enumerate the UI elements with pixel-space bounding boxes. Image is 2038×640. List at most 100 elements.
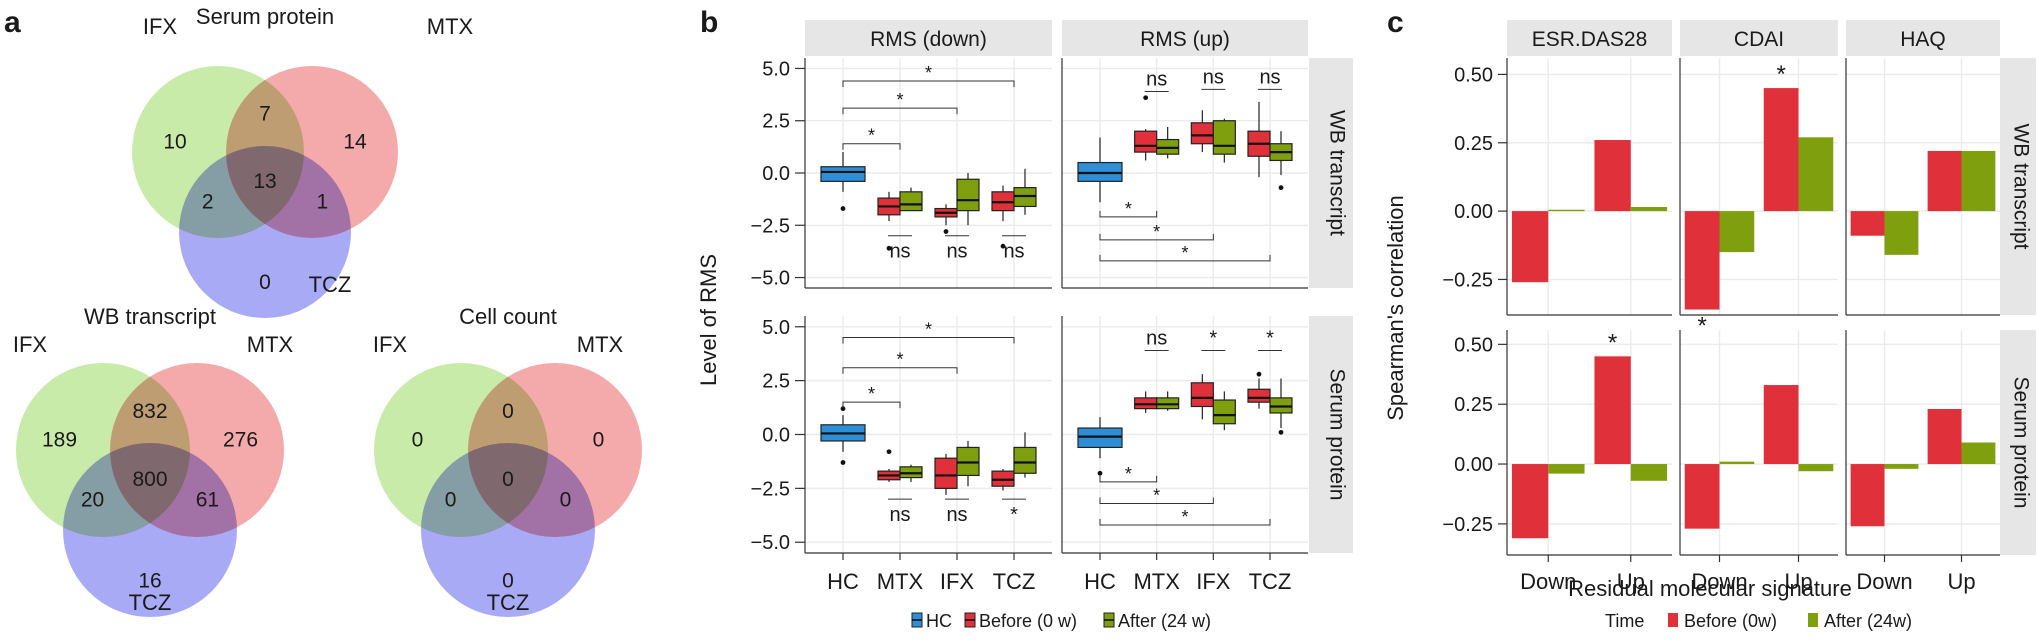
bar-after xyxy=(1961,442,1996,465)
pair-comparison-label: ns xyxy=(1146,327,1167,349)
venn-region-count: 0 xyxy=(502,569,514,592)
x-tick-label: IFX xyxy=(940,569,975,594)
facet-panel xyxy=(1845,330,2000,556)
bar-before xyxy=(1511,464,1549,539)
bar-after xyxy=(1798,137,1834,212)
box-body xyxy=(1190,382,1214,408)
box-outlier xyxy=(886,449,892,455)
bar-after xyxy=(1961,150,1996,212)
x-tick-label: Up xyxy=(1617,569,1645,594)
box-before xyxy=(991,185,1015,249)
venn-region-count: 20 xyxy=(81,489,104,512)
bar-before xyxy=(1850,464,1885,527)
box-before xyxy=(1247,371,1271,409)
legend-label: HC xyxy=(926,611,952,631)
bar-before xyxy=(1594,356,1631,465)
pair-comparison-label: ns xyxy=(889,504,910,526)
facet-panel xyxy=(1679,330,1838,556)
significance-bracket xyxy=(1099,210,1158,218)
box-body xyxy=(899,191,923,212)
venn-set-label: MTX xyxy=(577,332,624,357)
y-tick-label: 0.25 xyxy=(1454,133,1493,155)
y-tick-label: −2.5 xyxy=(751,478,790,500)
venn-region-count: 2 xyxy=(202,191,214,214)
box-after xyxy=(956,173,980,226)
bar-after xyxy=(1798,464,1834,472)
facet-panel: * xyxy=(1506,329,1672,556)
venn-region-count: 189 xyxy=(42,429,77,452)
x-tick-label: MTX xyxy=(1133,569,1180,594)
box-outlier xyxy=(1097,470,1103,476)
venn-region-count: 0 xyxy=(445,489,457,512)
significance-bracket xyxy=(1099,475,1158,483)
box-body xyxy=(956,178,980,212)
venn-set-label: IFX xyxy=(13,332,48,357)
facet-strip-row xyxy=(1309,58,1353,288)
significance-label: * xyxy=(925,63,932,83)
bar-before xyxy=(1763,385,1799,465)
box-outlier xyxy=(840,460,846,465)
significance-star: * xyxy=(1776,61,1785,88)
box-after xyxy=(1269,378,1293,435)
y-tick-label: −0.25 xyxy=(1442,514,1493,536)
legend-label: After (24 w) xyxy=(1118,611,1211,631)
venn-region-count: 0 xyxy=(560,489,572,512)
legend-label: After (24w) xyxy=(1824,611,1912,631)
pair-comparison-label: * xyxy=(1010,504,1018,526)
facet-strip-label: Serum protein xyxy=(1325,369,1348,501)
box-outlier xyxy=(840,206,846,211)
x-tick-label: MTX xyxy=(877,569,924,594)
significance-label: * xyxy=(868,126,875,146)
venn-region-count: 1 xyxy=(316,191,328,214)
box-after xyxy=(1156,127,1180,159)
significance-bracket xyxy=(842,107,958,115)
y-tick-label: −2.5 xyxy=(751,215,790,237)
box-outlier xyxy=(1256,371,1262,377)
venn-region-count: 0 xyxy=(412,429,424,452)
x-tick-label: Up xyxy=(1784,569,1812,594)
box-before xyxy=(991,468,1015,491)
venn-title: Cell count xyxy=(459,304,557,329)
x-tick-label: Down xyxy=(1691,569,1747,594)
significance-bracket xyxy=(842,401,901,409)
pair-comparison-label: ns xyxy=(889,241,910,263)
box-body xyxy=(1190,122,1214,145)
venn-region-count: 14 xyxy=(343,131,367,154)
venn-region-count: 800 xyxy=(132,468,167,491)
pair-comparison-label: ns xyxy=(946,504,967,526)
y-tick-label: 2.5 xyxy=(762,111,790,133)
facet-strip-label: ESR.DAS28 xyxy=(1532,28,1648,51)
venn-set-label: TCZ xyxy=(309,272,352,297)
venn-region-count: 0 xyxy=(259,271,271,294)
box-outlier xyxy=(1000,243,1006,249)
venn-set-label: TCZ xyxy=(129,590,172,615)
legend-label: Before (0w) xyxy=(1684,611,1777,631)
box-body xyxy=(820,166,866,182)
box-body xyxy=(1013,446,1037,474)
box-before xyxy=(877,449,901,482)
facet-panel: * * * ns ns ns xyxy=(804,58,1052,289)
box-hc xyxy=(820,152,866,211)
significance-bracket xyxy=(842,367,958,374)
venn-region-count: 0 xyxy=(502,468,514,491)
facet-panel: * * * ns * * xyxy=(1061,316,1308,554)
pair-comparison-label: * xyxy=(1209,327,1217,349)
box-after xyxy=(1269,131,1293,191)
facet-strip-label: WB transcript xyxy=(2009,123,2032,249)
facet-strip-label: WB transcript xyxy=(1325,110,1348,236)
venn-region-count: 10 xyxy=(163,131,186,154)
facet-strip-label: RMS (down) xyxy=(870,28,987,51)
pair-comparison-label: ns xyxy=(1003,241,1024,263)
rms-boxplot: RMS (down) RMS (up) WB transcript Serum pro… xyxy=(696,20,1353,631)
significance-bracket xyxy=(1099,254,1271,262)
y-tick-label: 0.00 xyxy=(1454,454,1493,476)
venn-region-count: 832 xyxy=(132,400,167,423)
facet-panel: * * * ns ns * xyxy=(804,316,1052,554)
box-outlier xyxy=(1278,185,1284,191)
legend-swatch-after xyxy=(1808,613,1818,627)
box-body xyxy=(1212,120,1236,155)
venn-title: Serum protein xyxy=(196,4,334,29)
pair-comparison-label: ns xyxy=(946,241,967,263)
box-outlier xyxy=(1143,95,1149,101)
